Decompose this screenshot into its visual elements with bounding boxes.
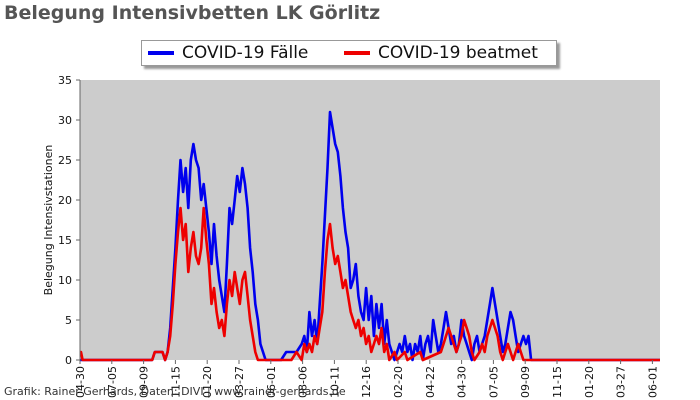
x-tick-label: 09-09	[138, 366, 151, 398]
legend-label-faelle: COVID-19 Fälle	[182, 43, 309, 63]
x-tick-label: 07-05	[106, 366, 119, 398]
y-tick-label: 15	[58, 234, 72, 247]
x-tick-label: 04-30	[74, 366, 87, 398]
y-tick-label: 20	[58, 194, 72, 207]
x-tick-label: 03-27	[615, 366, 628, 398]
chart-title: Belegung Intensivbetten LK Görlitz	[4, 2, 381, 24]
x-tick-label: 11-15	[169, 366, 182, 398]
x-tick-label: 06-01	[646, 366, 659, 398]
legend-item-beatmet: COVID-19 beatmet	[344, 41, 538, 65]
series-line-beatmet	[79, 206, 660, 362]
legend-swatch-beatmet	[344, 51, 370, 55]
y-tick-label: 0	[65, 354, 72, 367]
x-tick-label: 03-27	[233, 366, 246, 398]
x-tick-label: 01-20	[583, 366, 596, 398]
x-tick-label: 08-06	[297, 366, 310, 398]
x-tick-label: 11-15	[551, 366, 564, 398]
x-tick-label: 04-22	[424, 366, 437, 398]
y-tick-label: 5	[65, 314, 72, 327]
x-axis-ticks: 04-30 07-05 09-09 11-15 01-20 03-27 06-01 08-06…	[74, 360, 659, 398]
legend-item-faelle: COVID-19 Fälle	[148, 41, 308, 65]
y-tick-label: 30	[58, 114, 72, 127]
x-tick-label: 10-11	[328, 366, 341, 398]
x-tick-label: 01-20	[201, 366, 214, 398]
series-layer	[79, 110, 660, 362]
x-tick-label: 06-01	[265, 366, 278, 398]
legend: COVID-19 Fälle COVID-19 beatmet	[141, 40, 557, 66]
y-tick-label: 25	[58, 154, 72, 167]
y-axis-ticks: 0 5 10 15 20 25 30 35	[58, 74, 80, 367]
y-tick-label: 35	[58, 74, 72, 87]
x-tick-label: 09-09	[519, 366, 532, 398]
x-tick-label: 12-16	[360, 366, 373, 398]
x-tick-label: 02-20	[392, 366, 405, 398]
y-tick-label: 10	[58, 274, 72, 287]
x-tick-label: 07-05	[487, 366, 500, 398]
credit-text: Grafik: Rainer Gerhards, Daten: DIVI | w…	[4, 385, 346, 398]
x-tick-label: 04-30	[456, 366, 469, 398]
legend-swatch-faelle	[148, 51, 174, 55]
series-line-faelle	[80, 110, 660, 362]
y-axis-label: Belegung Intensivstationen	[42, 145, 55, 296]
legend-label-beatmet: COVID-19 beatmet	[378, 43, 538, 63]
